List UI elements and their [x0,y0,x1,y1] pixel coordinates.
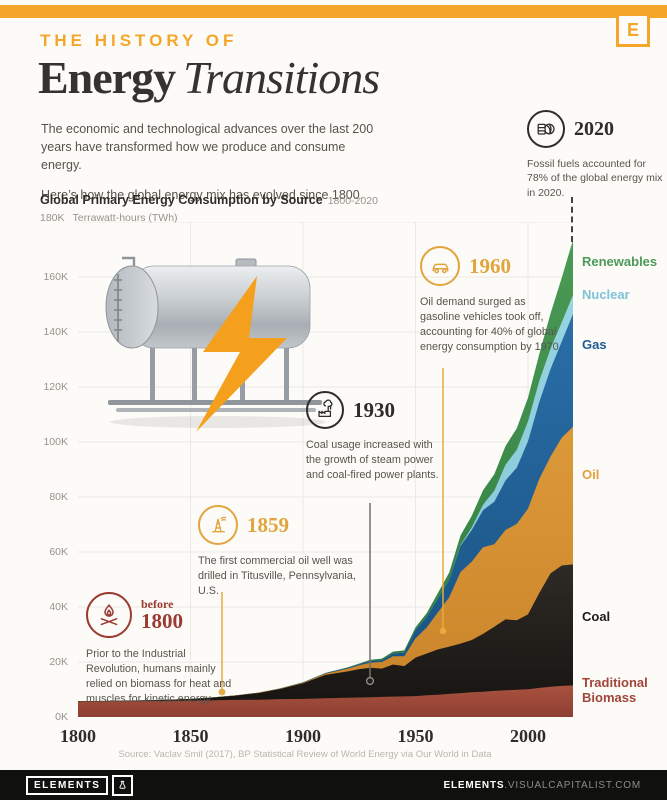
y-axis-unit-label: Terrawatt-hours (TWh) [72,212,178,224]
legend-label-coal: Coal [582,609,611,624]
intro-paragraph-1: The economic and technological advances … [41,122,374,172]
marker-line-1960 [439,368,447,635]
annotation-1859-year: 1859 [247,512,289,537]
chart-title-text: Global Primary Energy Consumption by Sou… [40,193,323,207]
annotation-1930-year: 1930 [353,397,395,422]
legend-label-nuclear: Nuclear [582,287,630,302]
y-tick-label: 80K [49,490,68,503]
legend-label-renewables: Renewables [582,254,658,269]
annotation-before-1800-text: Prior to the Industrial Revolution, huma… [86,648,232,705]
y-tick-label: 160K [43,270,68,283]
car-icon [420,246,460,286]
marker-line-2020 [571,197,573,242]
annotation-1859: 1859 The first commercial oil well was d… [198,505,370,599]
title-energy: Energy [38,52,176,103]
intro-text: The economic and technological advances … [41,121,381,205]
y-tick-label: 20K [49,655,68,668]
y-tick-label: 100K [43,435,68,448]
callout-2020: 2020 Fossil fuels accounted for 78% of t… [527,110,667,200]
source-credit: Source: Vaclav Smil (2017), BP Statistic… [118,749,492,760]
lightning-bolt-icon [196,276,287,432]
elements-e-logo: E [616,13,650,47]
x-tick-label: 1900 [285,726,321,746]
kicker: THE HISTORY OF [40,31,238,50]
area-biomass [78,685,573,717]
factory-icon [306,391,344,429]
legend-label-oil: Oil [582,467,600,482]
annotation-1930: 1930 Coal usage increased with the growt… [306,391,448,483]
y-tick-label: 120K [43,380,68,393]
chart-title: Global Primary Energy Consumption by Sou… [40,193,378,207]
y-axis-unit-row: 180K Terrawatt-hours (TWh) [40,212,178,224]
oil-derrick-icon [198,505,238,545]
e-logo-letter: E [626,19,639,40]
elements-footer-logo[interactable]: ELEMENTS [26,774,134,796]
fossil-fuel-barrel-globe-icon [527,110,565,148]
x-tick-label: 1850 [172,726,209,746]
campfire-icon [86,592,132,638]
area-coal [78,564,573,717]
y-tick-label: 40K [49,600,68,613]
y-tick-label: 60K [49,545,68,558]
chart-title-range: 1800-2020 [327,195,378,207]
annotation-1960-text: Oil demand surged as gasoline vehicles t… [420,296,562,353]
x-tick-label: 1950 [397,726,434,746]
marker-line-1930 [366,503,375,686]
y-tick-label: 0K [55,710,68,723]
y-tick-label: 140K [43,325,68,338]
stacked-area-chart [78,222,573,717]
annotation-before-1800: before 1800 Prior to the Industrial Revo… [86,592,238,707]
footer-logo-text: ELEMENTS [26,775,109,795]
callout-2020-year: 2020 [574,117,614,140]
legend-label-biomass: Traditional Biomass [582,675,648,705]
top-accent-bar [0,5,667,18]
annotation-1960-year: 1960 [469,253,511,278]
annotation-1930-text: Coal usage increased with the growth of … [306,439,439,481]
title-transitions: Transitions [183,52,380,103]
footer-bar: ELEMENTS ELEMENTS.VISUALCAPITALIST.COM [0,770,667,800]
legend-label-gas: Gas [582,337,607,352]
x-tick-label: 1800 [60,726,96,746]
callout-2020-text: Fossil fuels accounted for 78% of the gl… [527,158,663,199]
page-title: Energy Transitions [38,51,380,104]
annotation-1960: 1960 Oil demand surged as gasoline vehic… [420,246,572,355]
intro-paragraph-2: Here’s how the global energy mix has evo… [41,188,364,203]
oil-tank-lightning-illustration [105,256,326,432]
area-oil [78,426,573,717]
x-tick-label: 2000 [510,726,546,746]
annotation-1859-text: The first commercial oil well was drille… [198,555,356,597]
annotation-before-1800-year: before 1800 [141,596,183,634]
footer-url[interactable]: ELEMENTS.VISUALCAPITALIST.COM [443,779,641,791]
y-tick-180k: 180K [40,212,65,224]
flask-icon [112,774,134,796]
marker-line-1859 [218,592,226,696]
